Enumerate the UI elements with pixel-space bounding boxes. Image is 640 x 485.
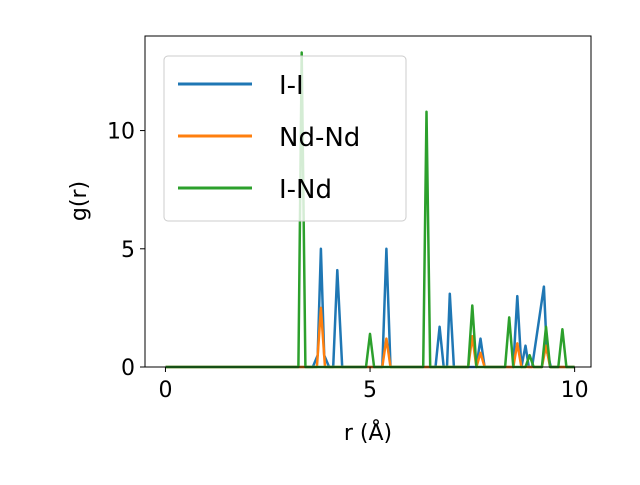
legend-box (163, 55, 407, 222)
legend-label-3: I-Nd (279, 175, 332, 205)
x-axis-ticks: 0 5 10 (158, 367, 589, 403)
y-tick-label: 5 (121, 238, 135, 263)
legend: I-I Nd-Nd I-Nd (163, 55, 407, 222)
legend-label-2: Nd-Nd (279, 123, 360, 153)
series-line-1 (165, 247, 575, 369)
plot-frame (144, 35, 592, 368)
x-tick-label: 10 (561, 378, 589, 403)
x-tick-label: 0 (158, 378, 172, 403)
x-tick-label: 5 (363, 378, 377, 403)
x-axis-label: r (Å) (344, 419, 392, 446)
legend-label-1: I-I (279, 71, 304, 101)
y-axis-ticks: 0 5 10 (107, 120, 145, 381)
y-axis-label: g(r) (67, 181, 92, 221)
y-tick-label: 0 (121, 356, 135, 381)
y-tick-label: 10 (107, 120, 135, 145)
